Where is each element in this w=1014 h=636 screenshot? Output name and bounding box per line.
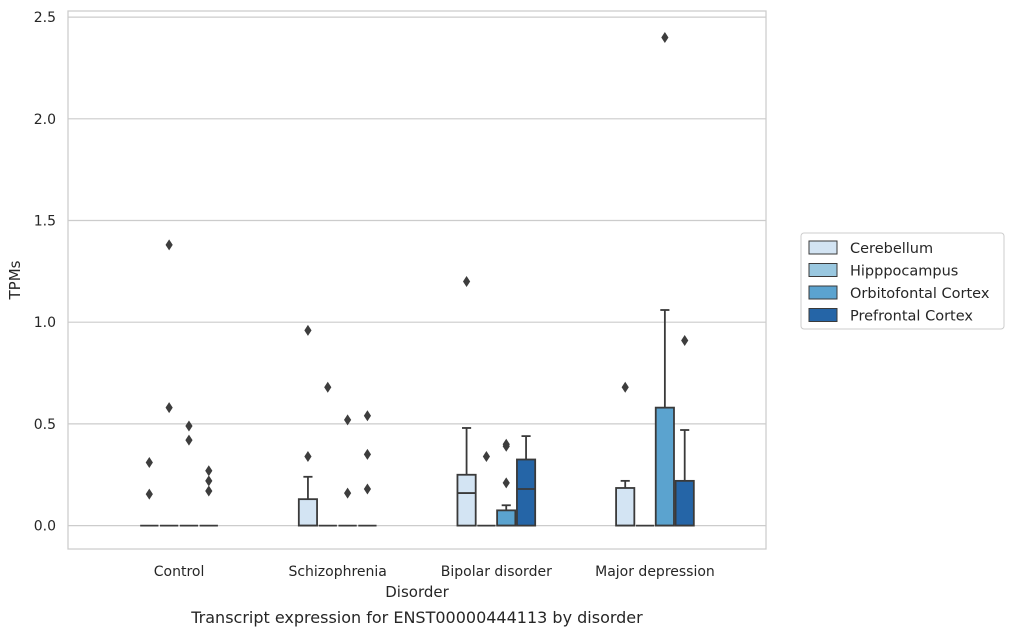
- box-body: [654, 406, 675, 527]
- plot-frame: [67, 10, 767, 550]
- outlier-point: [185, 420, 193, 432]
- box-prefrontal-cortex-0: [199, 465, 218, 527]
- y-tick-label: 2.0: [34, 112, 56, 128]
- outlier-point: [482, 450, 491, 462]
- outlier-point: [205, 475, 213, 487]
- outlier-point: [502, 440, 510, 452]
- legend-item: Orbitofontal Cortex: [808, 285, 990, 302]
- box-prefrontal-cortex-1: [358, 410, 377, 527]
- x-tick-label: Schizophrenia: [288, 564, 386, 580]
- outlier-point: [621, 381, 629, 393]
- outlier-point: [363, 410, 372, 422]
- outlier-point: [324, 381, 332, 393]
- box-prefrontal-cortex-3: [674, 335, 695, 527]
- outlier-point: [462, 276, 471, 288]
- legend-swatch: [808, 263, 838, 277]
- outlier-point: [185, 434, 193, 446]
- box-orbitofontal-cortex-3: [654, 31, 675, 527]
- outlier-point: [304, 324, 312, 336]
- y-tick-labels: 0.0 0.5 1.0 1.5 2.0 2.5: [34, 10, 56, 535]
- box-body: [496, 509, 517, 527]
- outlier-point: [681, 335, 689, 347]
- x-tick-label: Bipolar disorder: [441, 564, 552, 580]
- legend-item: Cerebellum: [808, 240, 933, 257]
- chart-caption: Transcript expression for ENST0000044411…: [190, 608, 643, 627]
- outlier-point: [343, 414, 352, 426]
- x-axis-label: Disorder: [385, 583, 449, 601]
- y-tick-label: 0.0: [34, 519, 56, 535]
- box-cerebellum-3: [615, 381, 636, 527]
- legend-label: Orbitofontal Cortex: [850, 286, 990, 302]
- outlier-point: [145, 457, 153, 469]
- outlier-point: [145, 488, 153, 500]
- y-tick-label: 0.5: [34, 417, 56, 433]
- box-cerebellum-0: [140, 457, 159, 527]
- box-cerebellum-2: [456, 276, 477, 527]
- legend: Cerebellum Hipppocampus Orbitofontal Corte…: [800, 232, 1005, 330]
- box-cerebellum-1: [297, 324, 318, 527]
- x-tick-label: Control: [154, 564, 205, 580]
- y-axis-label: TPMs: [6, 260, 24, 300]
- box-hipppocampus-2: [477, 450, 496, 527]
- legend-item: Hipppocampus: [808, 263, 958, 280]
- legend-swatch: [808, 240, 838, 255]
- box-body: [297, 498, 318, 527]
- box-orbitofontal-cortex-0: [179, 420, 199, 527]
- legend-label: Cerebellum: [850, 241, 933, 257]
- outlier-point: [205, 485, 213, 497]
- x-tick-labels: Control Schizophrenia Bipolar disorder Majo…: [154, 564, 715, 580]
- y-tick-label: 2.5: [34, 10, 56, 26]
- box-orbitofontal-cortex-2: [496, 438, 517, 527]
- box-orbitofontal-cortex-1: [338, 414, 357, 527]
- legend-frame: [800, 232, 1005, 330]
- box-plot-groups: [140, 31, 695, 527]
- outlier-point: [343, 487, 352, 499]
- outlier-point: [363, 483, 372, 495]
- outlier-point: [205, 465, 213, 477]
- box-hipppocampus-1: [318, 381, 337, 527]
- box-body: [516, 458, 537, 527]
- y-tick-label: 1.0: [34, 315, 56, 331]
- y-tick-label: 1.5: [34, 214, 56, 230]
- legend-label: Prefrontal Cortex: [850, 309, 973, 325]
- legend-label: Hipppocampus: [850, 264, 958, 280]
- legend-swatch: [808, 308, 838, 322]
- outlier-point: [304, 450, 312, 462]
- box-body: [456, 473, 477, 527]
- legend-item: Prefrontal Cortex: [808, 308, 973, 325]
- outlier-point: [502, 477, 510, 489]
- legend-swatch: [808, 285, 838, 300]
- outlier-point: [363, 448, 372, 460]
- box-hipppocampus-0: [160, 239, 179, 527]
- outlier-point: [661, 31, 669, 43]
- box-body: [615, 487, 636, 527]
- box-body: [674, 479, 695, 527]
- outlier-point: [165, 402, 173, 414]
- x-tick-label: Major depression: [595, 564, 715, 580]
- box-prefrontal-cortex-2: [516, 435, 537, 527]
- outlier-point: [165, 239, 173, 251]
